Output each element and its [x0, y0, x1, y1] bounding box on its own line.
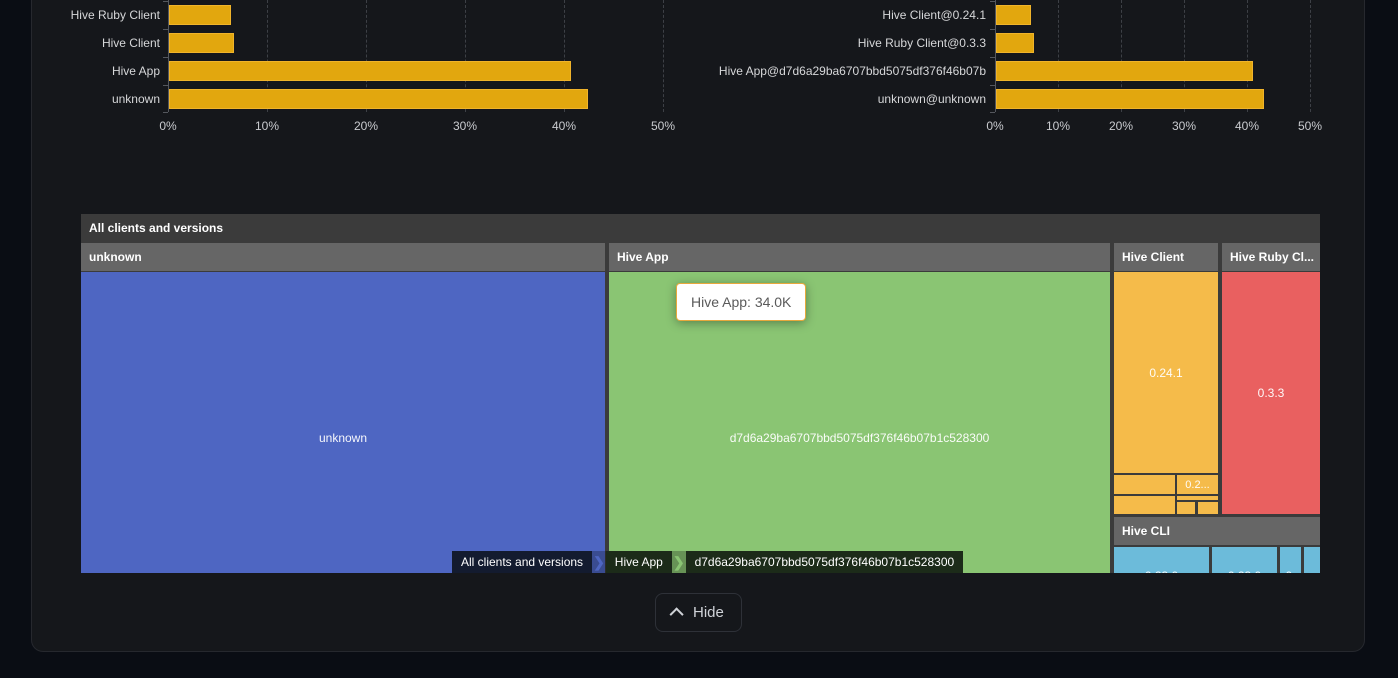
axis-tick-mark: [990, 29, 995, 30]
bar[interactable]: [169, 61, 571, 81]
axis-tick-mark: [163, 112, 168, 113]
treemap-node[interactable]: [1304, 547, 1320, 573]
bar[interactable]: [169, 5, 232, 25]
x-tick-label: 10%: [1045, 119, 1071, 133]
gridline: [1310, 0, 1311, 112]
gridline: [663, 0, 664, 112]
treemap-node-label: 0.23.0: [1228, 569, 1261, 574]
bar[interactable]: [996, 89, 1264, 109]
treemap-node-label: 0.24.1: [1149, 365, 1183, 380]
tooltip: Hive App: 34.0K: [676, 283, 807, 321]
treemap-group-header[interactable]: unknown: [81, 243, 605, 271]
treemap-node-label: 0.3.3: [1257, 386, 1285, 400]
gridline: [267, 0, 268, 112]
treemap-node[interactable]: 0.23.0: [1114, 547, 1209, 573]
gridline: [1058, 0, 1059, 112]
x-tick-label: 20%: [353, 119, 379, 133]
x-tick-label: 40%: [1234, 119, 1260, 133]
hide-button[interactable]: Hide: [655, 593, 742, 632]
gridline: [366, 0, 367, 112]
gridline: [1247, 0, 1248, 112]
y-axis-line: [168, 0, 169, 112]
category-label: Hive Ruby Client@0.3.3: [857, 36, 986, 50]
chevron-up-icon: [669, 606, 684, 621]
bar[interactable]: [169, 33, 235, 53]
treemap-group-header[interactable]: Hive CLI: [1114, 517, 1320, 545]
treemap-node[interactable]: 0.3.3: [1222, 272, 1320, 514]
bar[interactable]: [169, 89, 588, 109]
treemap-node-label: 0.23.0: [1145, 569, 1178, 574]
x-tick-label: 30%: [452, 119, 478, 133]
category-label: Hive Ruby Client: [70, 8, 160, 22]
hide-button-label: Hide: [693, 604, 724, 621]
axis-tick-mark: [990, 1, 995, 2]
treemap-node[interactable]: [1177, 502, 1195, 514]
treemap-node[interactable]: d7d6a29ba6707bbd5075df376f46b07b1c528300: [609, 272, 1110, 573]
bar[interactable]: [996, 5, 1031, 25]
x-tick-label: 0%: [159, 119, 177, 133]
breadcrumb-item[interactable]: Hive App: [605, 551, 672, 573]
x-tick-label: 20%: [1108, 119, 1134, 133]
gridline: [1121, 0, 1122, 112]
axis-tick-mark: [990, 57, 995, 58]
x-tick-label: 30%: [1171, 119, 1197, 133]
treemap-title-header[interactable]: All clients and versions: [81, 214, 1320, 242]
treemap-node[interactable]: [1114, 496, 1175, 514]
breadcrumb-item[interactable]: d7d6a29ba6707bbd5075df376f46b07b1c528300: [685, 551, 964, 573]
treemap-node[interactable]: 0.2...: [1177, 475, 1218, 494]
treemap-node[interactable]: 0.23.0: [1212, 547, 1277, 573]
category-label: Hive App: [111, 64, 160, 78]
clients-versions-treemap: All clients and versions unknown unknown Hi…: [81, 214, 1320, 573]
treemap-node-label: unknown: [318, 431, 368, 445]
category-label: Hive App@d7d6a29ba6707bbd5075df376f46b07…: [718, 64, 986, 78]
treemap-node[interactable]: unknown: [81, 272, 605, 573]
y-axis-line: [995, 0, 996, 112]
treemap-node[interactable]: 0.24.1: [1114, 272, 1218, 473]
treemap-node[interactable]: 0.: [1280, 547, 1301, 573]
breadcrumb-separator-icon: ❯: [671, 551, 686, 573]
treemap-node-label: 0.2...: [1185, 478, 1210, 491]
treemap-breadcrumb: All clients and versions ❯ Hive App ❯ d7d6a2…: [452, 551, 964, 573]
x-tick-label: 50%: [1297, 119, 1323, 133]
breadcrumb-item[interactable]: All clients and versions: [452, 551, 593, 573]
x-tick-label: 0%: [986, 119, 1004, 133]
gridline: [465, 0, 466, 112]
category-label: unknown@unknown: [877, 92, 986, 106]
gridline: [564, 0, 565, 112]
treemap-node[interactable]: [1114, 475, 1175, 494]
treemap-node-label: 0.: [1285, 569, 1295, 574]
client-versions-percentage-bar-chart: 0% 10% 20% 30% 40% 50% Hive Client@0.24.1 Hive …: [700, 0, 1345, 140]
gridline: [1184, 0, 1185, 112]
treemap-node[interactable]: [1198, 502, 1218, 514]
axis-tick-mark: [990, 85, 995, 86]
x-tick-label: 10%: [254, 119, 280, 133]
bar[interactable]: [996, 33, 1034, 53]
treemap-node-label: d7d6a29ba6707bbd5075df376f46b07b1c528300: [729, 431, 990, 445]
treemap-group-header[interactable]: Hive Ruby Cl...: [1222, 243, 1320, 271]
bar[interactable]: [996, 61, 1254, 81]
axis-tick-mark: [163, 29, 168, 30]
breadcrumb-separator-icon: ❯: [592, 551, 606, 573]
axis-tick-mark: [163, 85, 168, 86]
axis-tick-mark: [990, 112, 995, 113]
x-tick-label: 50%: [650, 119, 676, 133]
clients-percentage-bar-chart: 0% 10% 20% 30% 40% 50% Hive Ruby Client Hive Cl…: [34, 0, 694, 140]
axis-tick-mark: [163, 1, 168, 2]
treemap-node[interactable]: [1177, 496, 1218, 500]
axis-tick-mark: [163, 57, 168, 58]
category-label: Hive Client: [101, 36, 160, 50]
treemap-group-header[interactable]: Hive Client: [1114, 243, 1218, 271]
treemap-group-header[interactable]: Hive App: [609, 243, 1110, 271]
category-label: unknown: [111, 92, 160, 106]
category-label: Hive Client@0.24.1: [882, 8, 986, 22]
x-tick-label: 40%: [551, 119, 577, 133]
